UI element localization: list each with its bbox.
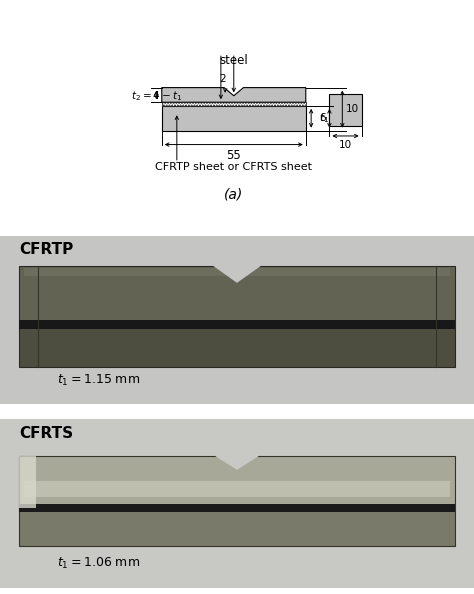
- Bar: [24, 481, 450, 497]
- Text: 10: 10: [346, 104, 359, 114]
- Text: steel: steel: [219, 54, 248, 67]
- Text: 10: 10: [339, 140, 352, 150]
- Text: CFRTS: CFRTS: [19, 426, 73, 441]
- Text: $t_1 = 1.15$ mm: $t_1 = 1.15$ mm: [57, 372, 140, 387]
- Text: $t_1$: $t_1$: [319, 111, 329, 125]
- Bar: [19, 320, 455, 329]
- Bar: [24, 268, 450, 276]
- Polygon shape: [162, 102, 306, 106]
- Text: CFRTP sheet or CFRTS sheet: CFRTP sheet or CFRTS sheet: [155, 162, 312, 172]
- Text: CFRTP: CFRTP: [19, 242, 73, 257]
- Text: (a): (a): [224, 188, 244, 201]
- Polygon shape: [162, 106, 306, 131]
- Bar: [19, 325, 455, 367]
- Text: 6: 6: [319, 113, 326, 123]
- Bar: [19, 508, 455, 546]
- Text: $t_1 = 1.06$ mm: $t_1 = 1.06$ mm: [57, 556, 140, 571]
- Bar: [19, 456, 455, 508]
- Polygon shape: [213, 249, 261, 283]
- Bar: [19, 266, 455, 325]
- Polygon shape: [162, 87, 306, 102]
- Text: $t_2 = 4 - t_1$: $t_2 = 4 - t_1$: [131, 89, 182, 103]
- Polygon shape: [329, 94, 362, 127]
- Bar: [19, 456, 36, 508]
- Text: 2: 2: [219, 74, 226, 84]
- Bar: [19, 504, 455, 511]
- Polygon shape: [216, 440, 258, 470]
- Text: 55: 55: [227, 149, 241, 162]
